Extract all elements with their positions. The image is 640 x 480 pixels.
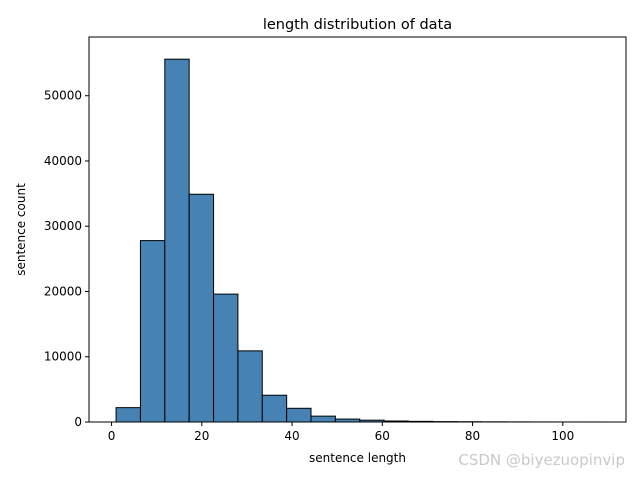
x-tick-label: 0: [108, 429, 116, 443]
histogram-bar: [188, 193, 215, 423]
y-axis-ticks: 0 10000 20000 30000 40000 50000: [44, 89, 89, 429]
x-axis-ticks: 0 20 40 60 80 100: [108, 422, 574, 443]
chart-title: length distribution of data: [263, 17, 452, 33]
x-tick-label: 60: [375, 429, 390, 443]
histogram-bar: [164, 58, 190, 423]
watermark: CSDN @biyezuopinvip: [458, 451, 625, 469]
plot-frame: [88, 36, 627, 423]
y-tick-label: 30000: [44, 219, 82, 233]
histogram-bar: [139, 240, 166, 423]
x-tick-label: 40: [284, 429, 299, 443]
x-axis-label: sentence length: [309, 451, 406, 465]
y-tick-label: 10000: [44, 350, 82, 364]
histogram-bar: [261, 394, 288, 423]
y-tick-label: 40000: [44, 154, 82, 168]
x-tick-label: 20: [194, 429, 209, 443]
x-tick-label: 80: [465, 429, 480, 443]
x-tick-label: 100: [551, 429, 574, 443]
y-tick-label: 0: [74, 415, 82, 429]
histogram-bar: [286, 407, 312, 423]
histogram-bar: [115, 407, 141, 423]
y-tick-label: 20000: [44, 284, 82, 298]
histogram-bar: [310, 415, 336, 423]
histogram-bar: [213, 293, 239, 423]
y-axis-label: sentence count: [14, 183, 28, 276]
histogram-bar: [237, 350, 263, 423]
y-tick-label: 50000: [44, 89, 82, 103]
bars-group: [115, 58, 604, 423]
